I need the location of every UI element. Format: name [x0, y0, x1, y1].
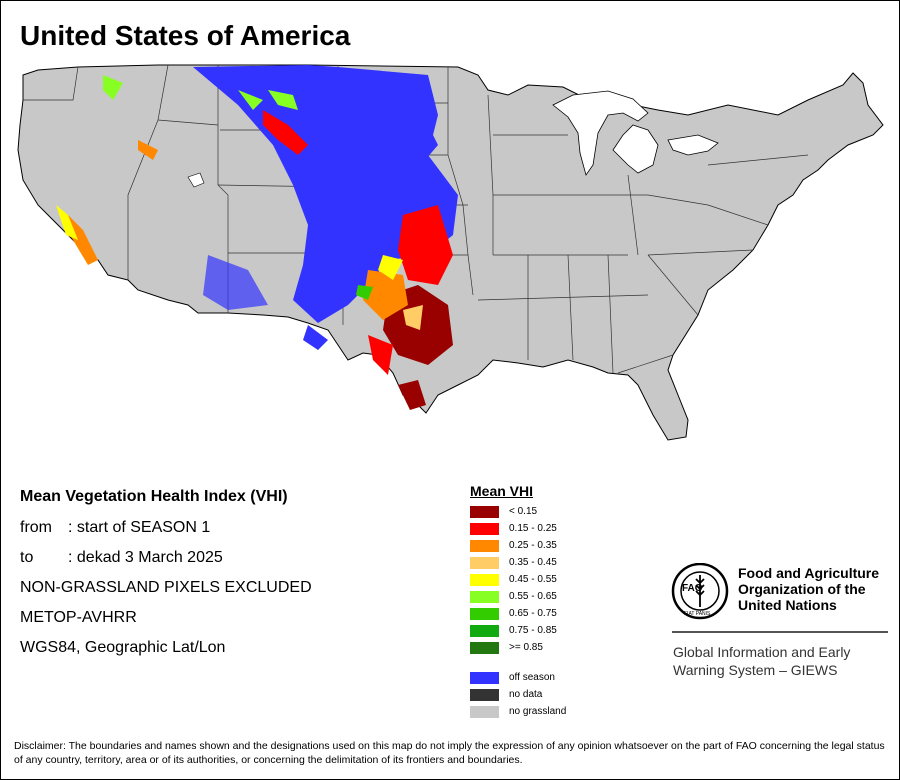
sensor-name: METOP-AVHRR — [20, 609, 137, 626]
fao-logo-text: FAO — [682, 583, 703, 594]
legend-label: < 0.15 — [509, 506, 538, 517]
legend-label: 0.25 - 0.35 — [509, 540, 557, 551]
legend-item: 0.35 - 0.45 — [470, 554, 566, 571]
from-label: from — [20, 519, 52, 536]
legend-item: 0.25 - 0.35 — [470, 537, 566, 554]
legend-label: 0.55 - 0.65 — [509, 591, 557, 602]
legend-title: Mean VHI — [470, 483, 534, 499]
legend-swatch — [470, 641, 499, 654]
legend-swatch — [470, 522, 499, 535]
projection-name: WGS84, Geographic Lat/Lon — [20, 639, 226, 656]
legend-label: >= 0.85 — [509, 642, 543, 653]
legend-swatch — [470, 590, 499, 603]
legend-extra: off season no data no grassland — [470, 669, 566, 720]
disclaimer: Disclaimer: The boundaries and names sho… — [14, 740, 885, 766]
legend-item: 0.75 - 0.85 — [470, 622, 566, 639]
map-title: United States of America — [20, 20, 351, 51]
legend-swatch — [470, 573, 499, 586]
legend-swatch — [470, 539, 499, 552]
moderate-vhi-zones — [56, 140, 423, 330]
legend-swatch — [470, 671, 499, 684]
legend-swatch — [470, 624, 499, 637]
fao-logo-motto: FIAT PANIS — [684, 611, 711, 617]
legend-swatch — [470, 505, 499, 518]
giews-line-1: Global Information and Early — [673, 644, 851, 660]
legend-label: 0.15 - 0.25 — [509, 523, 557, 534]
legend-classes: < 0.15 0.15 - 0.25 0.25 - 0.35 0.35 - 0.45 0… — [470, 503, 566, 656]
high-vhi-zones — [103, 75, 373, 300]
legend-label: 0.35 - 0.45 — [509, 557, 557, 568]
fao-divider — [672, 631, 888, 633]
legend-item: no data — [470, 686, 566, 703]
map-info: Mean Vegetation Health Index (VHI) from:… — [20, 488, 312, 668]
to-label: to — [20, 549, 34, 566]
legend-swatch — [470, 607, 499, 620]
legend-item: >= 0.85 — [470, 639, 566, 656]
legend-swatch — [470, 688, 499, 701]
fao-name: Food and Agriculture Organization of the… — [738, 565, 898, 613]
fao-line-1: Food and Agriculture — [738, 565, 880, 581]
great-lakes — [552, 90, 719, 176]
fao-logo: FAO FIAT PANIS — [671, 563, 729, 620]
legend-label: no grassland — [509, 706, 567, 717]
exclusion-note: NON-GRASSLAND PIXELS EXCLUDED — [20, 579, 312, 596]
fao-line-3: United Nations — [738, 597, 837, 613]
legend-item: 0.55 - 0.65 — [470, 588, 566, 605]
from-value: : start of SEASON 1 — [68, 519, 211, 536]
legend-item: 0.65 - 0.75 — [470, 605, 566, 622]
legend-item: 0.15 - 0.25 — [470, 520, 566, 537]
index-heading: Mean Vegetation Health Index (VHI) — [20, 488, 288, 505]
legend-label: 0.45 - 0.55 — [509, 574, 557, 585]
giews-line-2: Warning System – GIEWS — [673, 662, 838, 678]
legend-item: 0.45 - 0.55 — [470, 571, 566, 588]
legend-label: off season — [509, 672, 555, 683]
us-map — [17, 64, 884, 441]
to-value: : dekad 3 March 2025 — [68, 549, 223, 566]
legend-label: 0.75 - 0.85 — [509, 625, 557, 636]
period-from: from : start of SEASON 1 — [20, 518, 312, 548]
legend-label: 0.65 - 0.75 — [509, 608, 557, 619]
legend-swatch — [470, 556, 499, 569]
legend-item: no grassland — [470, 703, 566, 720]
legend-swatch — [470, 705, 499, 718]
legend-label: no data — [509, 689, 543, 700]
map-legend: Mean VHI < 0.15 0.15 - 0.25 0.25 - 0.35 0.3… — [470, 483, 566, 720]
legend-item: off season — [470, 669, 566, 686]
great-salt-lake — [187, 172, 205, 188]
fao-line-2: Organization of the — [738, 581, 866, 597]
legend-item: < 0.15 — [470, 503, 566, 520]
giews-name: Global Information and Early Warning Sys… — [673, 643, 893, 679]
period-to: to : dekad 3 March 2025 — [20, 548, 312, 578]
